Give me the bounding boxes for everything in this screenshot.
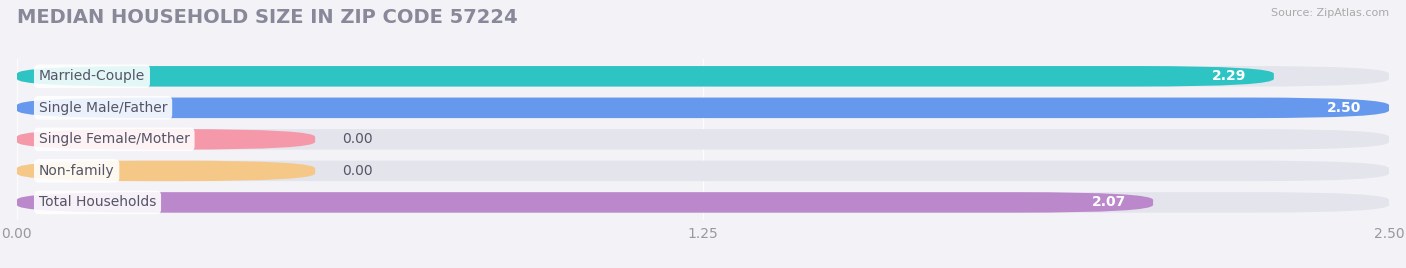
Text: 0.00: 0.00 <box>343 164 373 178</box>
Text: 2.29: 2.29 <box>1212 69 1246 83</box>
Text: Source: ZipAtlas.com: Source: ZipAtlas.com <box>1271 8 1389 18</box>
FancyBboxPatch shape <box>17 129 315 150</box>
FancyBboxPatch shape <box>17 98 1389 118</box>
Text: Non-family: Non-family <box>39 164 114 178</box>
Text: MEDIAN HOUSEHOLD SIZE IN ZIP CODE 57224: MEDIAN HOUSEHOLD SIZE IN ZIP CODE 57224 <box>17 8 517 27</box>
FancyBboxPatch shape <box>17 192 1153 213</box>
FancyBboxPatch shape <box>17 161 315 181</box>
FancyBboxPatch shape <box>17 161 1389 181</box>
FancyBboxPatch shape <box>17 192 1389 213</box>
FancyBboxPatch shape <box>17 66 1389 87</box>
Text: Total Households: Total Households <box>39 195 156 209</box>
FancyBboxPatch shape <box>17 129 1389 150</box>
FancyBboxPatch shape <box>17 66 1274 87</box>
Text: Single Male/Father: Single Male/Father <box>39 101 167 115</box>
Text: 0.00: 0.00 <box>343 132 373 146</box>
FancyBboxPatch shape <box>17 98 1389 118</box>
Text: 2.07: 2.07 <box>1091 195 1126 209</box>
Text: Single Female/Mother: Single Female/Mother <box>39 132 190 146</box>
Text: 2.50: 2.50 <box>1327 101 1361 115</box>
Text: Married-Couple: Married-Couple <box>39 69 145 83</box>
